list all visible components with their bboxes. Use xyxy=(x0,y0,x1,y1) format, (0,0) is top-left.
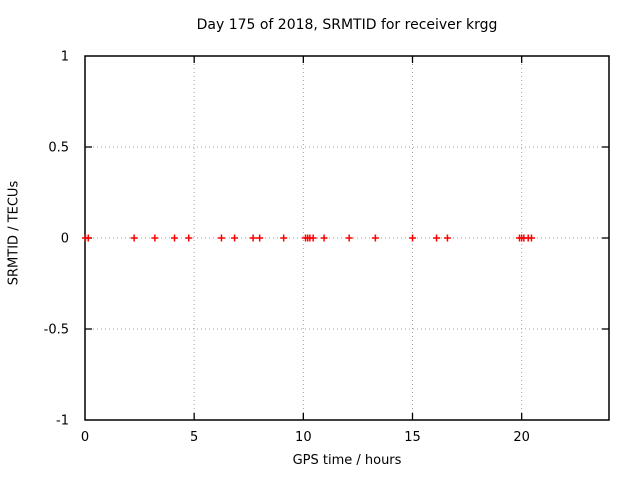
data-point-marker xyxy=(185,234,193,242)
y-tick-label: -0.5 xyxy=(44,323,69,338)
data-point-marker xyxy=(433,234,441,242)
data-point-marker xyxy=(249,234,257,242)
data-point-marker xyxy=(371,234,379,242)
data-point-marker xyxy=(345,234,353,242)
data-point-marker xyxy=(231,234,239,242)
data-point-marker xyxy=(309,234,317,242)
x-tick-label: 5 xyxy=(190,430,198,445)
x-axis-label: GPS time / hours xyxy=(292,453,402,468)
y-tick-label: 0 xyxy=(61,232,69,247)
data-point-marker xyxy=(527,234,535,242)
y-tick-label: 0.5 xyxy=(48,141,69,156)
data-point-marker xyxy=(151,234,159,242)
data-point-marker xyxy=(130,234,138,242)
x-tick-label: 15 xyxy=(404,430,421,445)
x-tick-label: 20 xyxy=(513,430,530,445)
y-tick-label: -1 xyxy=(56,414,69,429)
y-tick-label: 1 xyxy=(61,50,69,65)
data-point-marker xyxy=(409,234,416,242)
x-tick-label: 10 xyxy=(295,430,312,445)
data-point-marker xyxy=(443,234,451,242)
data-point-marker xyxy=(84,234,92,242)
data-point-marker xyxy=(217,234,225,242)
data-point-marker xyxy=(171,234,179,242)
data-point-marker xyxy=(320,234,328,242)
chart-title: Day 175 of 2018, SRMTID for receiver krg… xyxy=(196,17,498,33)
x-tick-label: 0 xyxy=(81,430,89,445)
data-point-marker xyxy=(280,234,288,242)
data-point-marker xyxy=(256,234,264,242)
